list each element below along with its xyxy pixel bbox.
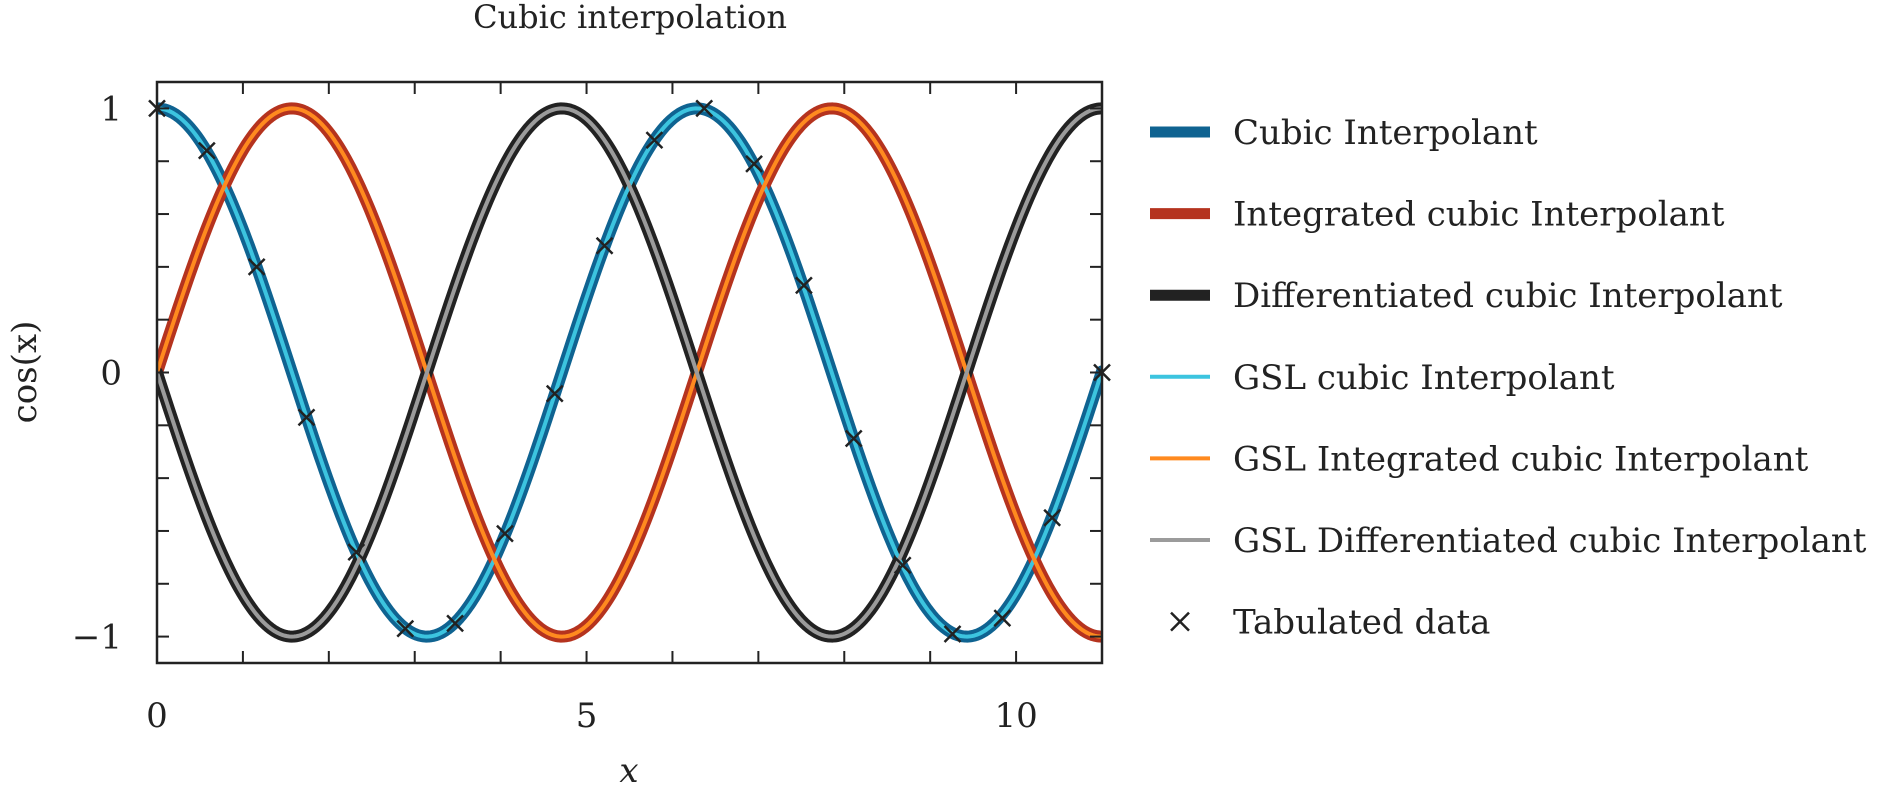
legend-item-cubic-interpolant: Cubic Interpolant — [1150, 113, 1538, 153]
legend-item-gsl-differentiated-cubic-interpolant: GSL Differentiated cubic Interpolant — [1150, 521, 1867, 561]
legend-label: GSL cubic Interpolant — [1233, 358, 1615, 398]
y-tick-label: −1 — [72, 618, 122, 658]
data-point-marker — [645, 131, 664, 149]
plot-frame — [155, 80, 1104, 665]
data-point-marker — [347, 543, 366, 561]
legend-label: GSL Differentiated cubic Interpolant — [1233, 521, 1867, 561]
legend-label: Cubic Interpolant — [1233, 113, 1538, 153]
chart-title: Cubic interpolation — [473, 0, 787, 36]
legend-label: Integrated cubic Interpolant — [1233, 195, 1725, 235]
legend-item-integrated-cubic-interpolant: Integrated cubic Interpolant — [1150, 195, 1725, 235]
legend-label: Differentiated cubic Interpolant — [1233, 276, 1783, 316]
legend-label: GSL Integrated cubic Interpolant — [1233, 439, 1809, 479]
data-point-marker — [446, 614, 464, 633]
x-tick-label: 10 — [994, 696, 1037, 736]
legend-label: Tabulated data — [1233, 603, 1490, 643]
legend-swatch — [1170, 611, 1190, 632]
data-point-marker — [795, 276, 813, 295]
data-point-marker — [496, 524, 514, 543]
data-point-marker — [943, 625, 962, 643]
data-point-marker — [545, 384, 564, 403]
legend-item-gsl-integrated-cubic-interpolant: GSL Integrated cubic Interpolant — [1150, 439, 1809, 479]
data-point-marker — [297, 408, 316, 427]
data-point-marker — [247, 257, 266, 276]
x-axis-label: x — [619, 751, 638, 787]
series-line-gsl-integrated-cubic-interpolant — [157, 106, 1102, 639]
y-axis-label: cos(x) — [5, 321, 45, 424]
plot-area — [148, 80, 1111, 665]
data-point-marker — [893, 556, 912, 575]
data-point-marker — [695, 99, 714, 118]
legend-item-gsl-cubic-interpolant: GSL cubic Interpolant — [1150, 358, 1615, 398]
data-point-marker — [844, 429, 863, 448]
data-point-marker — [993, 609, 1012, 627]
x-tick-label: 5 — [576, 696, 598, 736]
data-point-marker — [197, 141, 216, 160]
data-point-marker — [1043, 508, 1062, 527]
series-line-gsl-differentiated-cubic-interpolant — [157, 106, 1102, 639]
data-point-marker — [396, 619, 415, 638]
data-point-marker — [745, 154, 763, 173]
x-tick-label: 0 — [146, 696, 168, 736]
legend-item-tabulated-data: Tabulated data — [1170, 603, 1490, 643]
data-point-marker — [595, 236, 614, 255]
legend: Cubic Interpolant Integrated cubic Interp… — [1150, 113, 1867, 643]
y-tick-label: 0 — [100, 354, 122, 394]
y-tick-label: 1 — [100, 89, 122, 129]
legend-item-differentiated-cubic-interpolant: Differentiated cubic Interpolant — [1150, 276, 1783, 316]
